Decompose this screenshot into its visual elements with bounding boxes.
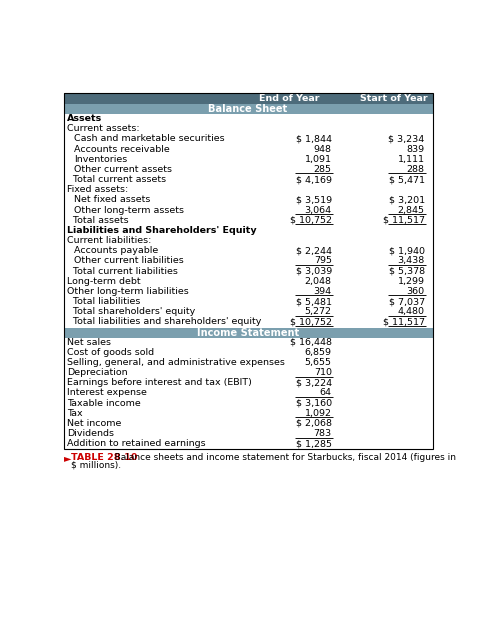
- Text: ►: ►: [64, 453, 72, 463]
- Text: Start of Year: Start of Year: [360, 94, 427, 103]
- Text: Assets: Assets: [67, 114, 102, 123]
- Text: Total current liabilities: Total current liabilities: [67, 266, 178, 276]
- Text: Accounts payable: Accounts payable: [75, 246, 159, 255]
- Text: Cost of goods sold: Cost of goods sold: [67, 348, 154, 357]
- Text: 1,091: 1,091: [305, 155, 332, 163]
- Text: TABLE 28.10: TABLE 28.10: [71, 453, 137, 462]
- Text: $ 3,201: $ 3,201: [389, 195, 425, 205]
- Text: 783: 783: [314, 429, 332, 438]
- Text: Cash and marketable securities: Cash and marketable securities: [75, 134, 225, 144]
- Text: Current liabilities:: Current liabilities:: [67, 236, 151, 245]
- Text: Taxable income: Taxable income: [67, 399, 140, 407]
- Text: End of Year: End of Year: [259, 94, 319, 103]
- Text: $ 10,752: $ 10,752: [290, 318, 332, 326]
- Text: Fixed assets:: Fixed assets:: [67, 185, 128, 194]
- Text: $ 5,378: $ 5,378: [389, 266, 425, 276]
- Bar: [63, 328, 433, 338]
- Text: $ 3,234: $ 3,234: [389, 134, 425, 144]
- Text: Accounts receivable: Accounts receivable: [75, 145, 170, 154]
- Text: Current assets:: Current assets:: [67, 124, 139, 134]
- Text: Inventories: Inventories: [75, 155, 128, 163]
- Text: 285: 285: [314, 165, 332, 174]
- Text: Earnings before interest and tax (EBIT): Earnings before interest and tax (EBIT): [67, 378, 252, 388]
- Text: Other long-term assets: Other long-term assets: [75, 205, 184, 215]
- Text: Interest expense: Interest expense: [67, 388, 147, 397]
- Text: Addition to retained earnings: Addition to retained earnings: [67, 439, 205, 448]
- Bar: [63, 94, 433, 449]
- Text: Balance sheets and income statement for Starbucks, fiscal 2014 (figures in: Balance sheets and income statement for …: [106, 453, 456, 462]
- Text: 1,111: 1,111: [398, 155, 425, 163]
- Text: 5,272: 5,272: [305, 307, 332, 316]
- Text: Depreciation: Depreciation: [67, 368, 127, 377]
- Text: 4,480: 4,480: [398, 307, 425, 316]
- Text: $ 1,844: $ 1,844: [296, 134, 332, 144]
- Text: 710: 710: [314, 368, 332, 377]
- Text: Other long-term liabilities: Other long-term liabilities: [67, 287, 188, 296]
- Text: Selling, general, and administrative expenses: Selling, general, and administrative exp…: [67, 358, 285, 367]
- Text: 288: 288: [407, 165, 425, 174]
- Text: Dividends: Dividends: [67, 429, 114, 438]
- Bar: [63, 94, 433, 104]
- Text: $ 3,160: $ 3,160: [296, 399, 332, 407]
- Text: $ 1,940: $ 1,940: [389, 246, 425, 255]
- Text: $ 11,517: $ 11,517: [383, 216, 425, 225]
- Text: $ 4,169: $ 4,169: [296, 175, 332, 184]
- Text: Income Statement: Income Statement: [197, 328, 299, 338]
- Text: 1,092: 1,092: [305, 409, 332, 417]
- Text: Other current liabilities: Other current liabilities: [75, 256, 184, 265]
- Text: $ 16,448: $ 16,448: [290, 338, 332, 346]
- Text: 2,048: 2,048: [305, 277, 332, 286]
- Text: Total current assets: Total current assets: [67, 175, 166, 184]
- Text: Net sales: Net sales: [67, 338, 111, 346]
- Text: 839: 839: [407, 145, 425, 154]
- Text: Total liabilities and shareholders' equity: Total liabilities and shareholders' equi…: [67, 318, 261, 326]
- Text: $ 10,752: $ 10,752: [290, 216, 332, 225]
- Text: $ 3,039: $ 3,039: [296, 266, 332, 276]
- Text: 1,299: 1,299: [398, 277, 425, 286]
- Text: 795: 795: [314, 256, 332, 265]
- Text: $ millions).: $ millions).: [71, 460, 121, 469]
- Text: $ 11,517: $ 11,517: [383, 318, 425, 326]
- Text: Net fixed assets: Net fixed assets: [75, 195, 151, 205]
- Text: 6,859: 6,859: [305, 348, 332, 357]
- Text: Net income: Net income: [67, 419, 121, 428]
- Text: $ 2,068: $ 2,068: [296, 419, 332, 428]
- Text: $ 2,244: $ 2,244: [296, 246, 332, 255]
- Text: $ 3,224: $ 3,224: [296, 378, 332, 388]
- Text: 948: 948: [314, 145, 332, 154]
- Text: Total shareholders' equity: Total shareholders' equity: [67, 307, 195, 316]
- Text: 5,655: 5,655: [305, 358, 332, 367]
- Text: 3,438: 3,438: [397, 256, 425, 265]
- Text: Balance Sheet: Balance Sheet: [209, 104, 287, 114]
- Text: $ 5,471: $ 5,471: [389, 175, 425, 184]
- Text: $ 1,285: $ 1,285: [296, 439, 332, 448]
- Text: $ 7,037: $ 7,037: [389, 297, 425, 306]
- Text: 394: 394: [314, 287, 332, 296]
- Text: 360: 360: [407, 287, 425, 296]
- Text: Liabilities and Shareholders' Equity: Liabilities and Shareholders' Equity: [67, 226, 257, 235]
- Text: Other current assets: Other current assets: [75, 165, 172, 174]
- Text: Long-term debt: Long-term debt: [67, 277, 140, 286]
- Text: $ 3,519: $ 3,519: [296, 195, 332, 205]
- Text: 2,845: 2,845: [398, 205, 425, 215]
- Text: $ 5,481: $ 5,481: [296, 297, 332, 306]
- Text: 3,064: 3,064: [304, 205, 332, 215]
- Bar: [63, 104, 433, 114]
- Text: Total assets: Total assets: [67, 216, 128, 225]
- Text: Tax: Tax: [67, 409, 82, 417]
- Text: 64: 64: [320, 388, 332, 397]
- Text: Total liabilities: Total liabilities: [67, 297, 140, 306]
